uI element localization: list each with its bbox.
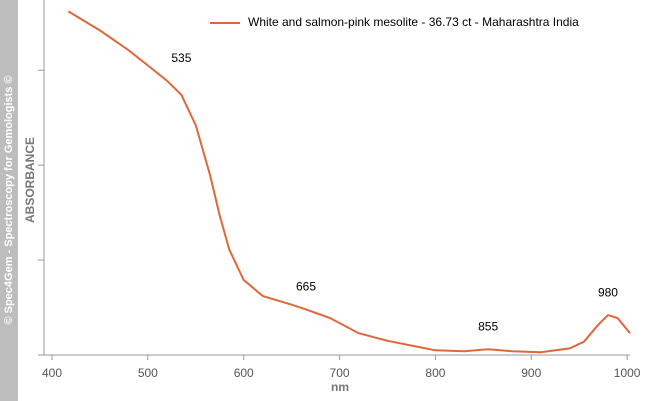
data-line [67,10,631,354]
legend-label: White and salmon-pink mesolite - 36.73 c… [248,15,579,29]
peak-label: 665 [296,280,316,294]
peak-label: 980 [598,285,618,299]
x-tick-label: 700 [330,366,350,380]
x-tick-label: 1000 [614,366,641,380]
x-tick-label: 800 [425,366,445,380]
peak-label: 855 [478,319,498,333]
x-tick-label: 900 [521,366,541,380]
x-tick-label: 500 [138,366,158,380]
watermark: © Spec4Gem - Spectroscopy for Gemologist… [3,75,15,324]
watermark-bar [0,0,18,401]
x-axis-label: nm [331,380,349,394]
y-axis-label: ABSORBANCE [23,137,37,223]
x-tick-label: 400 [42,366,62,380]
x-tick-label: 600 [234,366,254,380]
peak-label: 535 [171,51,191,65]
